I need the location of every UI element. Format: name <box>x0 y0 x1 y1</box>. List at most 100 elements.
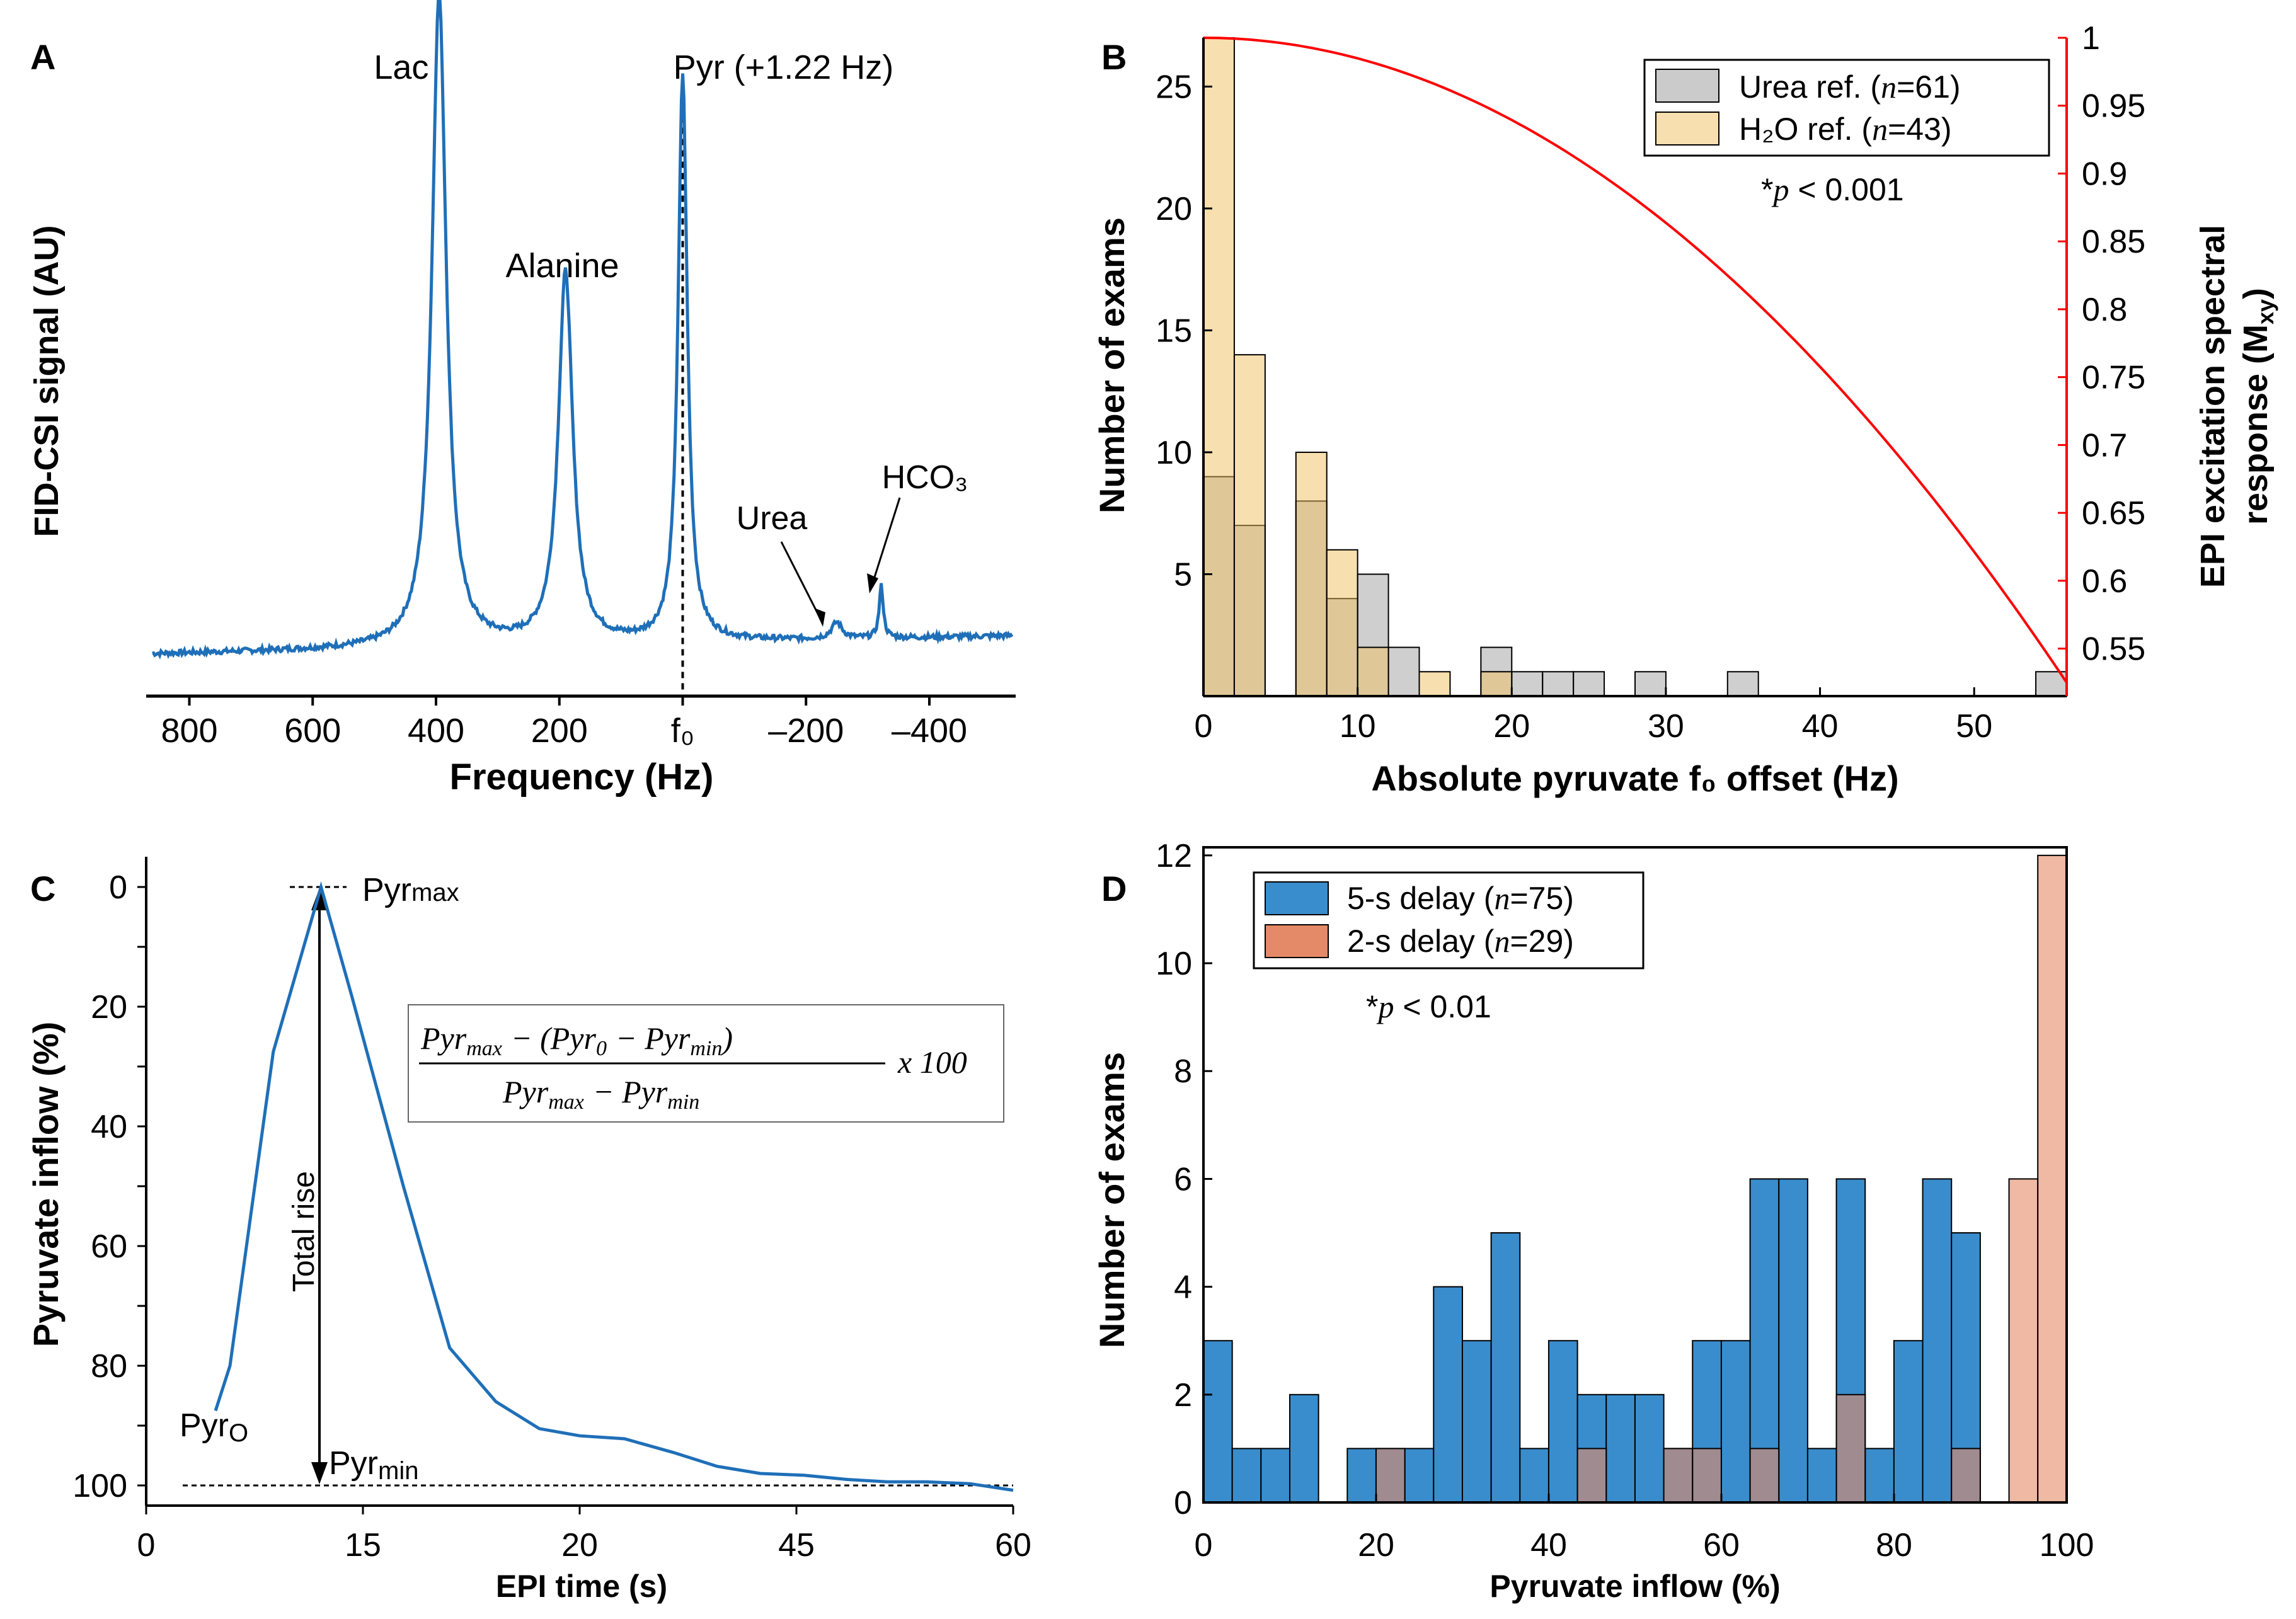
panel-b-legend-swatch-urea <box>1655 69 1719 103</box>
panel-b-ylabel-right-1: EPI excitation spectral <box>2194 225 2232 588</box>
panel-b-bar <box>1203 37 1235 697</box>
panel-d-bar-5s <box>1547 1340 1578 1504</box>
panel-a-x-tick-label: 600 <box>284 712 341 750</box>
panel-b: B Number of exams EPI excitation spectra… <box>1092 20 2278 798</box>
panel-d-legend-2s: 2-s delay (n=29) <box>1347 924 1574 959</box>
panel-c-y-tick-label: 60 <box>91 1228 127 1265</box>
panel-b-bar <box>1511 671 1544 697</box>
panel-b-y2-tick-label: 0.85 <box>2082 224 2145 260</box>
panel-letter-c: C <box>30 869 55 908</box>
panel-d-bar-2s <box>1749 1448 1780 1504</box>
panel-c-ylabel: Pyruvate inflow (%) <box>26 1022 66 1347</box>
panel-b-y-ticks: 5 10 15 20 25 <box>1156 69 1212 593</box>
panel-d: D Number of exams 0 20 40 60 80 100 0 2 4 6 8 10 12… <box>1092 838 2094 1604</box>
panel-a-hco3-arrowhead <box>867 573 878 593</box>
panel-c-y-ticks: 0 20 40 60 80 100 <box>72 869 146 1504</box>
panel-b-bar <box>1295 451 1328 697</box>
panel-b-legend-h2o: H₂O ref. (n=43) <box>1739 112 1952 147</box>
panel-c: C Pyruvate inflow (%) 0 20 40 60 80 100 0 15 20… <box>26 857 1031 1604</box>
panel-b-response-curve <box>1203 37 2068 684</box>
panel-c-pyrmax-label: Pyrmax <box>362 872 459 908</box>
panel-b-bar <box>1233 354 1266 697</box>
panel-b-x-tick-label: 20 <box>1493 708 1530 745</box>
panel-d-y-ticks: 0 2 4 6 8 10 12 <box>1156 838 1212 1521</box>
panel-a-hco3-arrow <box>870 497 901 590</box>
panel-d-significance: *p < 0.01 <box>1366 989 1491 1024</box>
panel-c-inflow-curve <box>214 881 1014 1492</box>
panel-d-x-tick-label: 20 <box>1358 1527 1394 1564</box>
panel-b-x-tick-label: 0 <box>1195 708 1213 745</box>
panel-b-ylabel-left: Number of exams <box>1092 217 1132 513</box>
panel-d-y-tick-label: 4 <box>1174 1269 1192 1306</box>
panel-d-xlabel: Pyruvate inflow (%) <box>1490 1569 1780 1604</box>
panel-d-legend-5s: 5-s delay (n=75) <box>1347 881 1574 916</box>
panel-letter-b: B <box>1101 37 1127 77</box>
panel-d-x-tick-label: 100 <box>2040 1527 2094 1564</box>
panel-b-y-tick-label: 20 <box>1156 191 1192 227</box>
panel-d-y-tick-label: 6 <box>1174 1161 1192 1198</box>
panel-b-x-ticks: 0 10 20 30 40 50 <box>1195 687 1992 745</box>
panel-d-bar-5s <box>1461 1340 1492 1504</box>
panel-d-legend-swatch-5s <box>1265 881 1329 915</box>
panel-d-x-tick-label: 0 <box>1195 1527 1213 1564</box>
panel-d-bar-2s <box>1835 1393 1866 1504</box>
panel-d-bar-5s <box>1864 1448 1895 1504</box>
panel-a-peak-labels: Lac Alanine Pyr (+1.22 Hz) <box>374 49 893 285</box>
panel-d-bar-5s <box>1634 1393 1665 1504</box>
panel-b-x-tick-label: 10 <box>1340 708 1376 745</box>
panel-b-x-tick-label: 30 <box>1648 708 1684 745</box>
panel-b-y2-tick-label: 0.8 <box>2082 292 2127 328</box>
panel-d-bar-2s <box>2008 1178 2039 1504</box>
panel-c-y-tick-label: 20 <box>91 989 127 1026</box>
panel-d-bar-5s <box>1433 1286 1463 1503</box>
panel-a-x-tick-label: 400 <box>408 712 464 750</box>
panel-b-y-tick-label: 15 <box>1156 312 1192 349</box>
panel-d-bar-5s <box>1605 1393 1636 1504</box>
panel-b-y-tick-label: 10 <box>1156 435 1192 471</box>
panel-b-y2-tick-label: 0.9 <box>2082 156 2127 192</box>
panel-d-bar-5s <box>1346 1448 1377 1504</box>
panel-d-y-tick-label: 2 <box>1174 1377 1192 1414</box>
panel-c-x-tick-label: 45 <box>778 1527 815 1564</box>
panel-a-xlabel: Frequency (Hz) <box>450 757 714 798</box>
panel-b-xlabel: Absolute pyruvate f₀ offset (Hz) <box>1371 758 1898 798</box>
panel-d-bar-5s <box>1778 1178 1808 1504</box>
panel-c-formula-numerator: Pyrmax − (Pyr0− Pyrmin) <box>420 1021 733 1060</box>
panel-b-y2-tick-label: 0.7 <box>2082 427 2127 464</box>
panel-b-y2-tick-label: 0.55 <box>2082 631 2145 668</box>
panel-b-y2-tick-label: 1 <box>2082 20 2100 57</box>
panel-d-bar-2s <box>1576 1448 1607 1504</box>
panel-a-peak-label: Pyr (+1.22 Hz) <box>674 49 894 86</box>
panel-b-bar <box>1480 671 1513 697</box>
panel-c-formula-times: x 100 <box>897 1044 967 1080</box>
panel-b-legend-urea: Urea ref. (n=61) <box>1739 69 1961 105</box>
panel-d-y-tick-label: 8 <box>1174 1053 1192 1090</box>
panel-c-y-tick-label: 80 <box>91 1348 127 1385</box>
panel-c-y-tick-label: 40 <box>91 1109 127 1145</box>
panel-a-spectrum-line <box>152 0 1014 660</box>
panel-d-bar-2s <box>1663 1448 1694 1504</box>
panel-d-bar-5s <box>1260 1448 1290 1504</box>
panel-d-bar-5s <box>1289 1393 1319 1504</box>
panel-b-y2-tick-label: 0.6 <box>2082 563 2127 600</box>
panel-d-y-tick-label: 10 <box>1156 946 1192 982</box>
panel-d-bar-5s <box>1404 1448 1435 1504</box>
panel-d-bar-5s <box>1231 1448 1262 1504</box>
panel-d-bar-5s <box>1893 1340 1924 1504</box>
panel-a-hco3-label: HCO₃ <box>882 459 968 496</box>
panel-letter-a: A <box>30 37 55 77</box>
panel-d-y-tick-label: 0 <box>1174 1485 1192 1521</box>
panel-d-legend-swatch-2s <box>1265 924 1329 958</box>
panel-b-legend-swatch-h2o <box>1655 112 1719 146</box>
panel-c-x-ticks: 0 15 20 45 60 <box>137 1506 1031 1564</box>
panel-c-arrowhead-down <box>311 1462 328 1484</box>
panel-c-pyrmin-label: Pyrmin <box>329 1445 418 1485</box>
panel-b-bar <box>1326 549 1358 697</box>
panel-b-bar <box>1418 671 1451 697</box>
panel-a-urea-arrowhead <box>814 608 825 627</box>
panel-b-bar <box>1573 671 1605 697</box>
panel-d-bar-2s <box>2037 854 2067 1503</box>
panel-d-bar-2s <box>1692 1448 1722 1504</box>
panel-b-y-tick-label: 25 <box>1156 69 1192 105</box>
